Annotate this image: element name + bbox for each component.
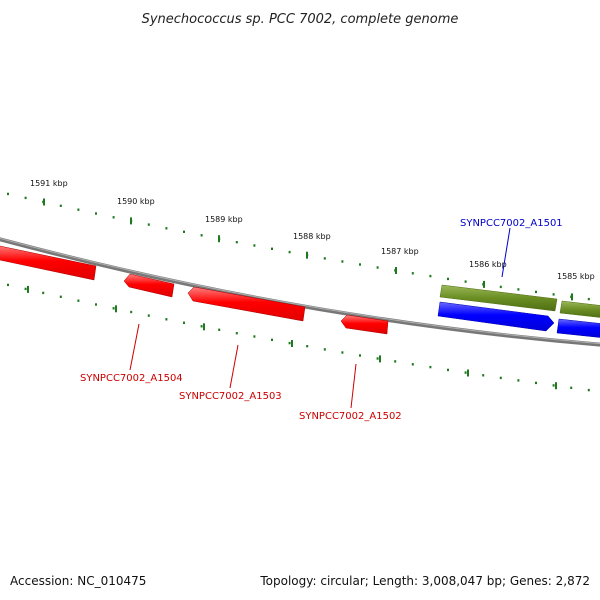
reverse-genes	[0, 245, 389, 335]
lower-tick-row	[7, 283, 590, 392]
gene-label-A1502[interactable]: SYNPCC7002_A1502	[299, 411, 402, 422]
tick-label-1591: 1591 kbp	[30, 179, 68, 188]
genome-backbone-highlight	[0, 237, 600, 345]
tick-labels: 1591 kbp 1590 kbp 1589 kbp 1588 kbp 1587…	[30, 179, 595, 281]
tick-label-1590: 1590 kbp	[117, 197, 155, 206]
cds-features	[439, 284, 600, 318]
leader-A1503	[229, 344, 239, 389]
leader-A1502	[350, 363, 357, 409]
gene-arrow-A1503[interactable]	[187, 286, 306, 322]
gene-labels: SYNPCC7002_A1504 SYNPCC7002_A1503 SYNPCC…	[80, 218, 563, 422]
gene-arrow-A1502[interactable]	[340, 314, 389, 335]
leader-A1501	[501, 227, 511, 278]
forward-genes	[437, 301, 600, 338]
gene-label-A1501[interactable]: SYNPCC7002_A1501	[460, 218, 563, 229]
tick-label-1588: 1588 kbp	[293, 232, 331, 241]
leader-A1504	[129, 323, 140, 371]
cds-feature[interactable]	[439, 284, 558, 312]
gene-arrow-offscreen[interactable]	[0, 245, 97, 281]
cds-feature[interactable]	[559, 300, 600, 318]
genome-summary-text: Topology: circular; Length: 3,008,047 bp…	[259, 574, 590, 588]
gene-arrow-A1501[interactable]	[437, 301, 555, 332]
gene-arrow-A1504[interactable]	[123, 273, 175, 298]
tick-label-1587: 1587 kbp	[381, 247, 419, 256]
gene-label-A1504[interactable]: SYNPCC7002_A1504	[80, 373, 183, 384]
upper-tick-row	[7, 192, 590, 301]
accession-text: Accession: NC_010475	[10, 574, 146, 588]
genome-backbone	[0, 237, 600, 347]
tick-label-1585: 1585 kbp	[557, 272, 595, 281]
gene-arrow-continuation[interactable]	[556, 318, 600, 338]
gene-label-A1503[interactable]: SYNPCC7002_A1503	[179, 391, 282, 402]
map-title: Synechococcus sp. PCC 7002, complete gen…	[142, 12, 459, 27]
label-leaders	[129, 227, 511, 409]
tick-label-1589: 1589 kbp	[205, 215, 243, 224]
tick-label-1586: 1586 kbp	[469, 260, 507, 269]
